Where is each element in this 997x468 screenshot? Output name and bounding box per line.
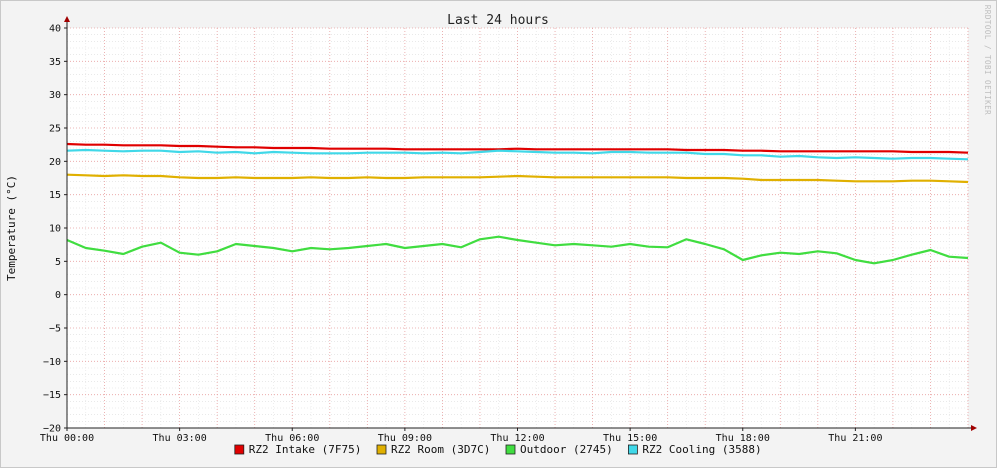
x-tick-label: Thu 00:00 [40, 433, 94, 444]
y-tick-label: 30 [49, 90, 61, 101]
axes [64, 16, 977, 431]
legend-swatch [376, 444, 387, 455]
legend-swatch [234, 444, 245, 455]
y-axis-arrow [64, 16, 70, 22]
series-line [66, 235, 969, 265]
x-tick-label: Thu 15:00 [603, 433, 657, 444]
series-line [66, 173, 969, 184]
x-tick-labels: Thu 00:00 Thu 03:00 Thu 06:00 Thu 09:00 Thu … [40, 433, 883, 444]
y-tick-label: 5 [55, 257, 61, 268]
y-tick-label: 0 [55, 290, 61, 301]
y-axis-label: Temperature (°C) [5, 175, 18, 281]
legend-swatch [505, 444, 516, 455]
legend: RZ2 Intake (7F75) RZ2 Room (3D7C) Outdoor … [234, 443, 762, 456]
grid-lines [66, 27, 969, 429]
x-tick-label: Thu 06:00 [265, 433, 319, 444]
y-tick-label: −15 [43, 390, 61, 401]
y-tick-label: −5 [49, 324, 61, 335]
y-tick-label: 10 [49, 224, 61, 235]
y-tick-label: 25 [49, 124, 61, 135]
x-tick-label: Thu 09:00 [378, 433, 432, 444]
series-layer [66, 142, 969, 265]
y-tick-label: −20 [43, 424, 61, 435]
y-tick-label: −10 [43, 357, 61, 368]
legend-label: Outdoor (2745) [520, 443, 613, 456]
x-tick-label: Thu 18:00 [716, 433, 770, 444]
legend-swatch [628, 444, 638, 455]
legend-label: RZ2 Intake (7F75) [249, 443, 362, 456]
x-tick-label: Thu 12:00 [490, 433, 544, 444]
y-tick-label: 35 [49, 57, 61, 68]
chart-title: Last 24 hours [447, 13, 549, 28]
watermark: RRDTOOL / TOBI OETIKER [983, 5, 992, 115]
legend-label: RZ2 Cooling (3588) [642, 443, 761, 456]
x-tick-label: Thu 21:00 [828, 433, 882, 444]
legend-label: RZ2 Room (3D7C) [391, 443, 490, 456]
x-tick-label: Thu 03:00 [153, 433, 207, 444]
series-line [66, 142, 969, 154]
y-tick-label: 20 [49, 157, 61, 168]
y-tick-labels: 40 35 30 25 20 15 10 5 0 −5 −10 −15 −20 [43, 24, 61, 435]
series-line [66, 148, 969, 161]
y-tick-label: 40 [49, 24, 61, 35]
x-axis-arrow [971, 425, 977, 431]
y-tick-label: 15 [49, 190, 61, 201]
